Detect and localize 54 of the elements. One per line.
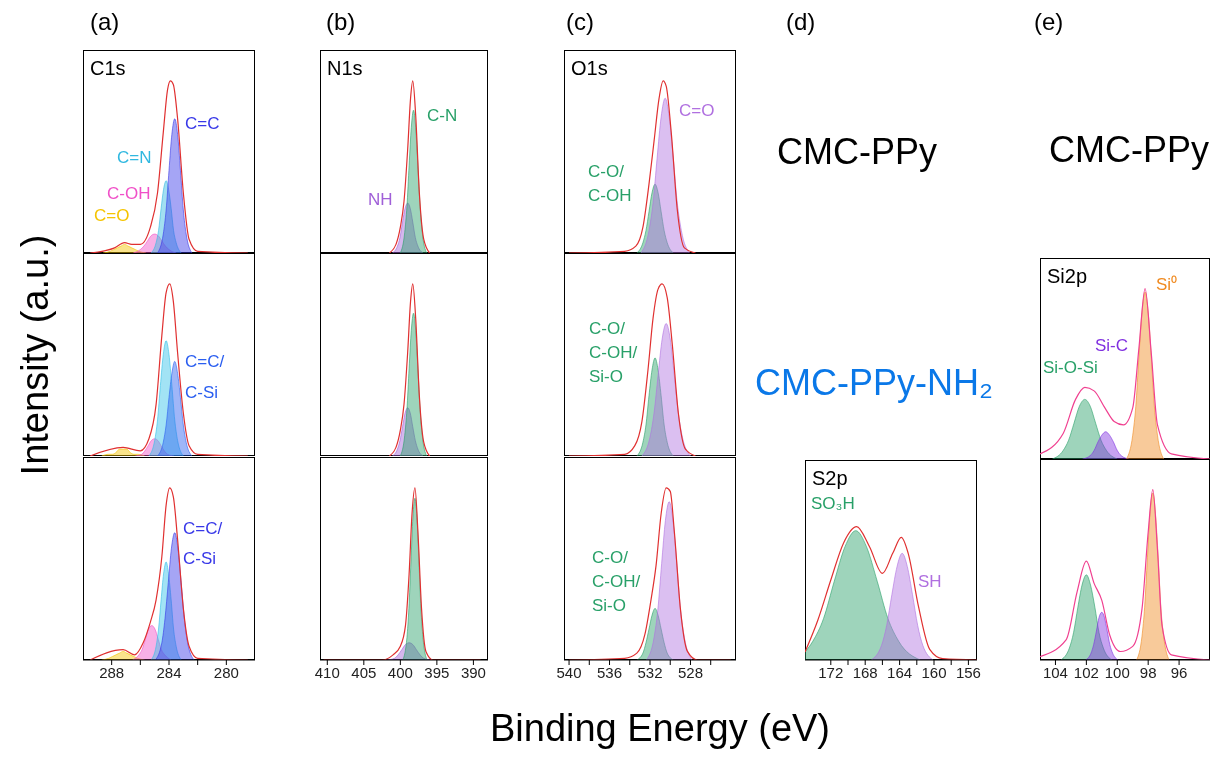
x-tick-label: 395	[424, 663, 450, 681]
x-tick-label: 96	[1170, 663, 1188, 681]
chart-subtitle: S2p	[812, 466, 848, 490]
x-tick-label: 532	[637, 663, 663, 681]
series-label: C-O/C-OH/Si-O	[592, 547, 641, 617]
series-label: NH	[368, 189, 393, 211]
text: Si-C	[1095, 335, 1129, 357]
text: CMC-PPy	[1049, 129, 1209, 170]
x-tick-label: 284	[156, 663, 182, 681]
x-tick-label: 168	[852, 663, 878, 681]
chart-title: (e)	[1034, 8, 1064, 36]
x-tick-label: 280	[213, 663, 239, 681]
x-tick-label: 164	[887, 663, 913, 681]
series-label: C-O/C-OH	[588, 161, 632, 207]
x-tick-label: 100	[1104, 663, 1130, 681]
series-label: C=C	[185, 113, 220, 135]
series-label: C-O/C-OH/Si-O	[589, 318, 638, 388]
x-tick-label: 400	[387, 663, 413, 681]
series-label: C=C/C-Si	[185, 350, 225, 404]
x-tick-label: 405	[351, 663, 377, 681]
text: CMC-PPy	[777, 131, 937, 172]
chart-subtitle: Si2p	[1047, 264, 1088, 288]
chart-title: (b)	[326, 8, 356, 36]
y-axis-title: Intensity (a.u.)	[13, 233, 57, 478]
series-label: C-OH	[107, 183, 151, 205]
series-label: C=N	[117, 147, 152, 169]
x-tick-label: 156	[955, 663, 981, 681]
series-label: C-N	[427, 105, 458, 127]
chart-title: (d)	[786, 8, 816, 36]
chart-subtitle: N1s	[327, 56, 363, 80]
chart-subtitle: O1s	[571, 56, 608, 80]
series-label: C=C/C-Si	[183, 518, 223, 570]
x-tick-label: 288	[99, 663, 125, 681]
series-label: Si⁰	[1156, 274, 1178, 296]
x-tick-label: 528	[677, 663, 703, 681]
chart-title: (a)	[90, 8, 120, 36]
text: CMC-PPy-NH₂	[755, 362, 993, 403]
x-tick-label: 102	[1073, 663, 1099, 681]
x-tick-label: 160	[921, 663, 947, 681]
series-label: Si-O-Si	[1043, 357, 1098, 379]
series-label: C=O	[94, 205, 130, 227]
series-label: SH	[918, 571, 942, 593]
x-tick-label: 536	[597, 663, 623, 681]
chart-title: (c)	[566, 8, 594, 36]
x-axis-title: Binding Energy (eV)	[488, 706, 832, 751]
x-tick-label: 540	[556, 663, 582, 681]
x-tick-label: 98	[1139, 663, 1157, 681]
x-tick-label: 410	[314, 663, 340, 681]
chart-subtitle: C1s	[90, 56, 126, 80]
x-tick-label: 390	[460, 663, 486, 681]
series-label: SO₃H	[811, 493, 855, 515]
x-tick-label: 172	[818, 663, 844, 681]
series-label: C=O	[679, 100, 715, 122]
x-tick-label: 104	[1042, 663, 1068, 681]
